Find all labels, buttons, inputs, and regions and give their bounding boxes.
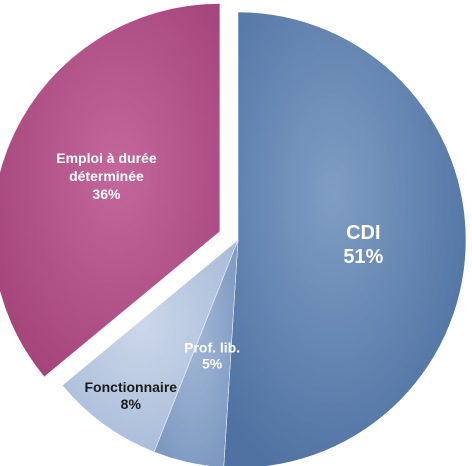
slice-label-2: Fonctionnaire 8% [85,379,178,412]
slice-name: déterminée [69,168,144,184]
pie-slice-3 [0,3,221,378]
pie-slice-0 [223,11,467,466]
slice-name: Prof. lib. [184,340,240,356]
slice-name: Fonctionnaire [85,379,178,395]
slice-name: Emploi à durée [56,150,157,166]
slice-label-3: Emploi à durée déterminée 36% [56,150,157,202]
slice-label-1: Prof. lib. 5% [184,340,240,372]
slice-label-0: CDI 51% [343,222,383,268]
slice-percent: 36% [92,186,121,202]
slice-percent: 5% [202,356,223,372]
pie-slice-2 [61,239,239,453]
slice-percent: 51% [343,246,383,268]
slice-name: CDI [346,222,380,244]
slice-percent: 8% [121,396,142,412]
